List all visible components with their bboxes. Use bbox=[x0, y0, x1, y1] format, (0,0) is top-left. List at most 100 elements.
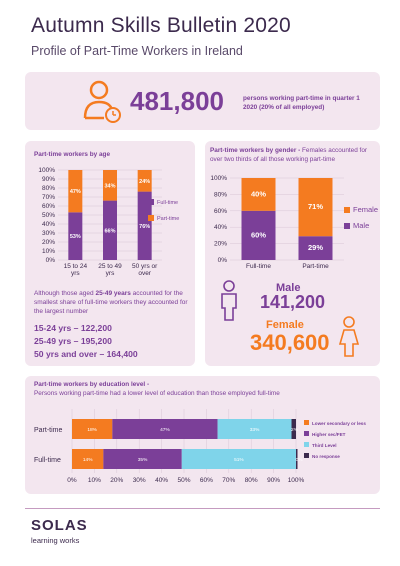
x-tick-label: Part-time bbox=[302, 263, 329, 270]
data-label: 2% bbox=[291, 427, 299, 433]
bar-segment bbox=[291, 419, 296, 439]
legend-label: No response bbox=[312, 454, 340, 459]
legend-label: Male bbox=[353, 221, 369, 230]
age-stat-2: 25-49 yrs – 195,200 bbox=[34, 336, 112, 346]
gender-chart: 0% 20% 40% 60% 80% 100% 60% 40% Full-time 29% 71% P… bbox=[210, 175, 378, 270]
bar-segment bbox=[241, 178, 276, 211]
legend-label: Higher sec/FET bbox=[312, 432, 346, 437]
page-title: Autumn Skills Bulletin 2020 bbox=[31, 14, 291, 37]
legend-label: Third Level bbox=[312, 443, 337, 448]
legend-swatch bbox=[148, 199, 154, 205]
legend-label: Lower secondary or less bbox=[312, 421, 366, 426]
y-tick-label: 50% bbox=[42, 212, 55, 219]
bar-segment bbox=[72, 419, 113, 439]
worker-clock-icon bbox=[83, 80, 121, 123]
female-value: 340,600 bbox=[250, 330, 330, 355]
data-label: 29% bbox=[308, 243, 323, 252]
legend-swatch bbox=[304, 453, 309, 458]
legend-swatch bbox=[304, 442, 309, 447]
legend-swatch bbox=[344, 223, 350, 229]
bar-segment bbox=[68, 212, 83, 260]
y-tick-label: 80% bbox=[42, 185, 55, 192]
data-label: 71% bbox=[308, 202, 323, 211]
y-tick-label: 0% bbox=[218, 257, 228, 264]
age-stat-3: 50 yrs and over – 164,400 bbox=[34, 349, 138, 359]
data-label: 24% bbox=[139, 179, 150, 185]
male-value: 141,200 bbox=[260, 292, 326, 312]
data-label: 34% bbox=[104, 183, 115, 189]
footer-divider bbox=[25, 508, 380, 509]
education-chart: 0% 10% 20% 30% 40% 50% 60% 70% 80% 90% 100% Part-ti… bbox=[34, 409, 366, 484]
y-tick-label: 20% bbox=[214, 241, 227, 248]
y-tick-label: 60% bbox=[42, 203, 55, 210]
y-tick-label: 30% bbox=[42, 230, 55, 237]
y-tick-label: 60% bbox=[214, 208, 227, 215]
bar-segment bbox=[68, 170, 83, 213]
data-label: 18% bbox=[87, 427, 97, 433]
y-tick-label: 10% bbox=[42, 248, 55, 255]
data-label: 66% bbox=[104, 228, 115, 234]
y-tick-label: 100% bbox=[210, 175, 227, 182]
bar-segment bbox=[217, 419, 292, 439]
data-label: 60% bbox=[251, 230, 266, 239]
legend-label: Female bbox=[353, 205, 378, 214]
data-label: 51% bbox=[234, 457, 244, 463]
data-label: 0% bbox=[296, 457, 304, 463]
legend-swatch bbox=[304, 420, 309, 425]
x-tick-label: 80% bbox=[245, 477, 258, 484]
y-tick-label: 90% bbox=[42, 176, 55, 183]
legend-swatch bbox=[344, 207, 350, 213]
education-panel-title: Part-time workers by education level - P… bbox=[34, 381, 280, 397]
male-label: Male bbox=[276, 282, 301, 294]
data-label: 33% bbox=[250, 427, 260, 433]
x-tick-label: 50% bbox=[177, 477, 190, 484]
female-label: Female bbox=[266, 319, 304, 331]
bar-segment bbox=[103, 449, 182, 469]
x-tick-label: 100% bbox=[288, 477, 305, 484]
x-tick-label: Full-time bbox=[246, 263, 271, 270]
x-tick-label: yrs bbox=[106, 270, 115, 277]
bar-segment bbox=[298, 178, 333, 237]
legend-swatch bbox=[148, 215, 154, 221]
y-tick-label: 40% bbox=[42, 221, 55, 228]
bar-segment bbox=[241, 210, 276, 260]
hero-number: 481,800 bbox=[130, 86, 224, 116]
bar-segment bbox=[137, 191, 152, 260]
x-tick-label: yrs bbox=[71, 270, 80, 277]
gender-panel-title: Part-time workers by gender - Females ac… bbox=[210, 147, 367, 163]
page-subtitle: Profile of Part-Time Workers in Ireland bbox=[31, 44, 243, 58]
y-tick-label: Part-time bbox=[34, 427, 63, 434]
y-tick-label: 70% bbox=[42, 194, 55, 201]
data-label: 76% bbox=[139, 224, 150, 230]
y-tick-label: 0% bbox=[46, 257, 56, 264]
age-stat-1: 15-24 yrs – 122,200 bbox=[34, 323, 112, 333]
bar-segment bbox=[72, 449, 104, 469]
age-panel-title: Part-time workers by age bbox=[34, 151, 111, 158]
age-note: Although those aged 25-49 years accounte… bbox=[34, 290, 188, 316]
x-tick-label: 15 to 24 bbox=[64, 263, 88, 270]
x-tick-label: 50 yrs or bbox=[132, 263, 158, 270]
x-tick-label: 0% bbox=[67, 477, 77, 484]
data-label: 14% bbox=[83, 457, 93, 463]
y-tick-label: 80% bbox=[214, 191, 227, 198]
x-tick-label: 90% bbox=[267, 477, 280, 484]
solas-tagline: learning works bbox=[31, 536, 80, 545]
data-label: 40% bbox=[251, 189, 266, 198]
y-tick-label: 20% bbox=[42, 239, 55, 246]
x-tick-label: 30% bbox=[133, 477, 146, 484]
bar-segment bbox=[296, 449, 298, 469]
bar-segment bbox=[112, 419, 218, 439]
legend-label: Full-time bbox=[157, 200, 178, 206]
x-tick-label: 60% bbox=[200, 477, 213, 484]
hero-text: persons working part-time in quarter 1 2… bbox=[243, 95, 360, 111]
x-tick-label: over bbox=[138, 270, 151, 277]
bar-segment bbox=[298, 236, 333, 260]
bar-segment bbox=[103, 200, 117, 260]
bar-segment bbox=[137, 170, 152, 192]
male-person-icon bbox=[221, 280, 237, 321]
data-label: 47% bbox=[70, 189, 81, 195]
y-tick-label: Full-time bbox=[34, 457, 61, 464]
solas-logo: SOLAS bbox=[31, 517, 88, 534]
y-tick-label: 40% bbox=[214, 224, 227, 231]
legend-swatch bbox=[304, 431, 309, 436]
